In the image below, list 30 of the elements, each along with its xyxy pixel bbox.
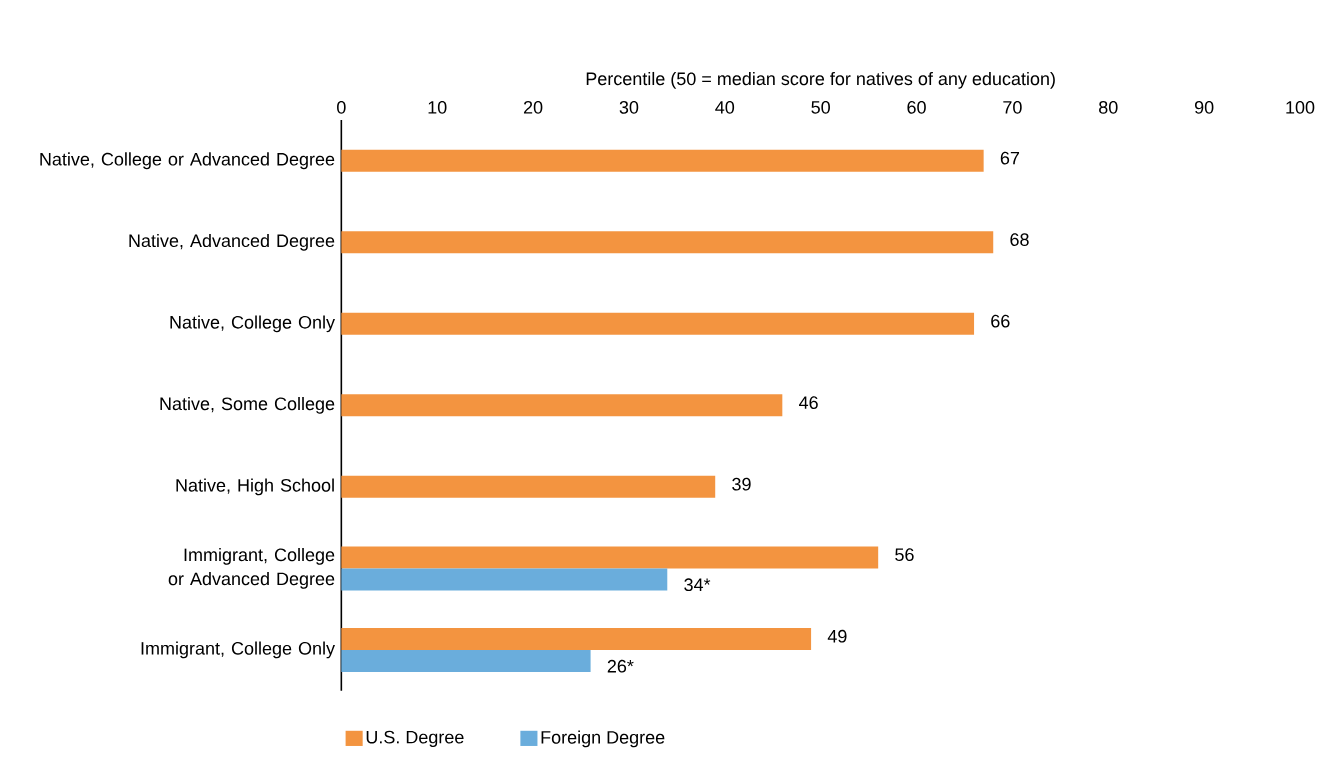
data-label: 26* bbox=[607, 660, 634, 673]
x-tick-label: 80 bbox=[1099, 101, 1118, 114]
y-tick-label: Native, College Only bbox=[170, 315, 335, 333]
y-tick-label: Native, High School bbox=[176, 478, 334, 496]
data-label: 68 bbox=[1010, 233, 1029, 247]
data-label: 56 bbox=[895, 548, 914, 562]
data-label: 49 bbox=[827, 630, 847, 643]
data-label: 46 bbox=[799, 396, 818, 410]
x-tick-label: 60 bbox=[907, 101, 926, 114]
legend-label: Foreign Degree bbox=[541, 730, 665, 748]
x-tick-label: 100 bbox=[1286, 101, 1315, 114]
data-label: 66 bbox=[991, 314, 1010, 328]
y-tick-label: Native, Advanced Degree bbox=[129, 234, 335, 251]
data-label: 67 bbox=[1000, 151, 1020, 165]
x-tick-label: 0 bbox=[337, 101, 346, 114]
data-label: 34* bbox=[684, 578, 711, 592]
x-tick-label: 70 bbox=[1003, 101, 1022, 114]
x-tick-label: 10 bbox=[428, 101, 447, 114]
data-label: 39 bbox=[732, 477, 751, 491]
y-tick-label: Native, College or Advanced Degree bbox=[40, 152, 335, 170]
y-tick-label: Immigrant, College or Advanced Degree bbox=[168, 548, 335, 589]
x-tick-label: 50 bbox=[811, 101, 830, 114]
y-tick-label: Native, Some College bbox=[160, 397, 335, 414]
legend-label: U.S. Degree bbox=[366, 730, 464, 748]
x-tick-label: 90 bbox=[1194, 101, 1214, 114]
x-axis-title: Percentile (50 = median score for natives of any education) bbox=[586, 72, 1055, 89]
y-tick-label: Immigrant, College Only bbox=[141, 641, 335, 659]
x-tick-label: 30 bbox=[619, 101, 639, 114]
x-tick-label: 20 bbox=[523, 101, 543, 114]
x-tick-label: 40 bbox=[715, 101, 735, 114]
